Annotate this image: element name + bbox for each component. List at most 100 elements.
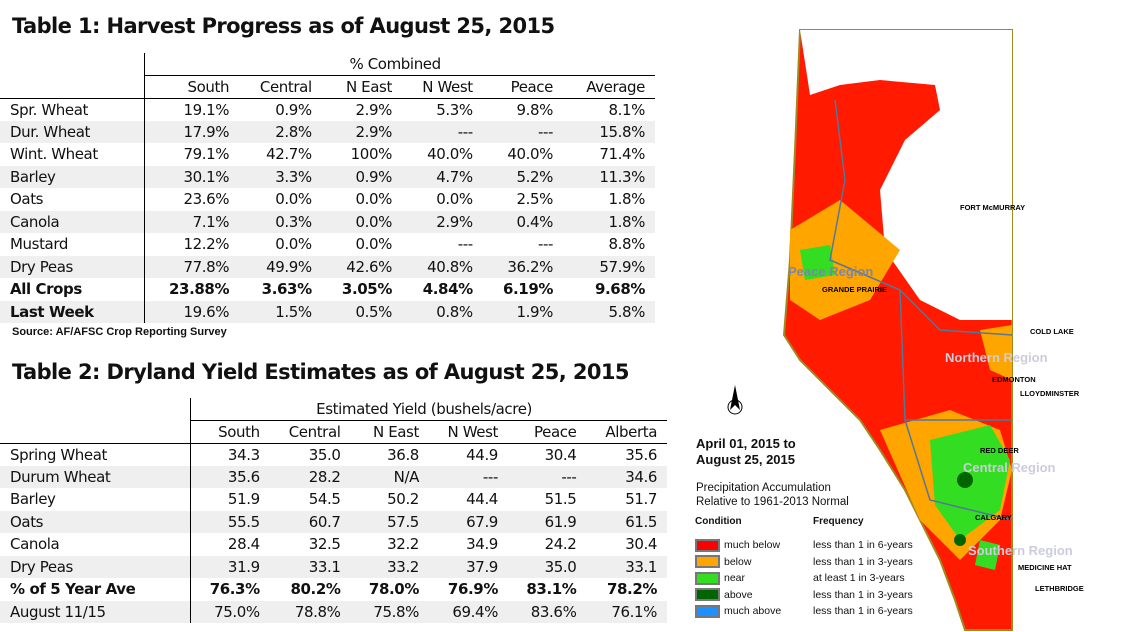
cell: 79.1% bbox=[183, 145, 230, 164]
legend-item: above less than 1 in 3-years bbox=[695, 587, 913, 604]
row-label: Oats bbox=[0, 188, 146, 211]
row-label: Dry Peas bbox=[0, 555, 192, 578]
column-header: South bbox=[144, 75, 240, 99]
cell: --- bbox=[507, 465, 587, 488]
cell: 0.0% bbox=[355, 190, 392, 209]
city-label: EDMONTON bbox=[992, 375, 1036, 384]
column-header: Average bbox=[563, 75, 655, 99]
cell: 50.2 bbox=[387, 490, 419, 509]
table-row: Last Week 19.6% 1.5% 0.5% 0.8% 1.9% 5.8% bbox=[0, 300, 655, 323]
row-label: Canola bbox=[0, 533, 192, 556]
cell: 19.6% bbox=[144, 300, 240, 323]
table-row: Canola 28.4 32.5 32.2 34.9 24.2 30.4 bbox=[0, 533, 667, 556]
cell: 80.2% bbox=[290, 580, 341, 599]
cell: N/A bbox=[350, 465, 429, 488]
cell: 5.3% bbox=[436, 100, 473, 119]
dark-green-spot bbox=[957, 472, 973, 488]
city-label: LETHBRIDGE bbox=[1035, 584, 1084, 593]
cell: --- bbox=[457, 235, 473, 254]
city-label: MEDICINE HAT bbox=[1018, 563, 1072, 572]
precipitation-map: Peace Region Northern Region Central Reg… bbox=[727, 29, 1084, 631]
cell: 40.0% bbox=[427, 145, 473, 164]
cell: 76.9% bbox=[447, 580, 498, 599]
region-label: Central Region bbox=[963, 460, 1056, 475]
group-header: Estimated Yield (bushels/acre) bbox=[190, 398, 667, 421]
cell: 11.3% bbox=[563, 165, 655, 188]
table1-title: Table 1: Harvest Progress as of August 2… bbox=[12, 14, 555, 38]
row-label: Durum Wheat bbox=[0, 465, 192, 488]
table-row: Durum Wheat 35.6 28.2 N/A --- --- 34.6 bbox=[0, 465, 667, 488]
cell: 0.9% bbox=[275, 100, 312, 119]
cell: 31.9 bbox=[190, 555, 270, 578]
cell: 0.5% bbox=[321, 300, 402, 323]
cell: 0.0% bbox=[275, 235, 312, 254]
cell: 69.4% bbox=[428, 600, 508, 623]
cell: 55.5 bbox=[190, 510, 270, 533]
table-row: Spring Wheat 34.3 35.0 36.8 44.9 30.4 35.6 bbox=[0, 443, 667, 466]
cell: 2.8% bbox=[239, 120, 322, 143]
table-row: % of 5 Year Ave 76.3% 80.2% 78.0% 76.9% 83.1%… bbox=[0, 578, 667, 601]
cell: 33.1 bbox=[269, 555, 351, 578]
map-subtitle2: Relative to 1961-2013 Normal bbox=[696, 496, 849, 508]
cell: 1.9% bbox=[482, 300, 563, 323]
cell: 0.0% bbox=[355, 235, 392, 254]
cell: 33.1 bbox=[586, 555, 667, 578]
cell: 9.68% bbox=[594, 280, 645, 299]
legend-swatch bbox=[695, 571, 720, 585]
cell: --- bbox=[482, 120, 563, 143]
cell: 83.6% bbox=[507, 600, 587, 623]
cell: 61.9 bbox=[507, 510, 587, 533]
cell: 0.4% bbox=[482, 210, 563, 233]
column-header: Central bbox=[239, 75, 322, 99]
yield-estimates-table: Estimated Yield (bushels/acre) South Centr… bbox=[0, 398, 667, 623]
cell: 35.0 bbox=[308, 445, 341, 464]
cell: 23.88% bbox=[169, 280, 230, 299]
cell: --- bbox=[537, 235, 553, 254]
table-row: Spr. Wheat 19.1% 0.9% 2.9% 5.3% 9.8% 8.1% bbox=[0, 98, 655, 121]
cell: 42.6% bbox=[321, 255, 402, 278]
row-label: Dry Peas bbox=[0, 255, 146, 278]
cell: 44.9 bbox=[466, 445, 498, 464]
legend-condition: near bbox=[724, 572, 746, 585]
table2-title: Table 2: Dryland Yield Estimates as of A… bbox=[12, 360, 630, 384]
cell: 34.9 bbox=[466, 535, 498, 554]
cell: 4.84% bbox=[422, 280, 473, 299]
table-row: Canola 7.1% 0.3% 0.0% 2.9% 0.4% 1.8% bbox=[0, 210, 655, 233]
cell: 3.63% bbox=[261, 280, 312, 299]
cell: 61.5 bbox=[586, 510, 667, 533]
cell: 5.8% bbox=[563, 300, 655, 323]
cell: 24.2 bbox=[544, 535, 577, 554]
cell: 2.9% bbox=[321, 120, 402, 143]
city-label: COLD LAKE bbox=[1030, 327, 1074, 336]
north-arrow-icon bbox=[727, 385, 743, 415]
map-date-line1: April 01, 2015 to bbox=[696, 436, 796, 451]
cell: 78.0% bbox=[368, 580, 419, 599]
cell: 2.5% bbox=[516, 190, 553, 209]
cell: 28.4 bbox=[227, 535, 260, 554]
city-label: GRANDE PRAIRIE bbox=[822, 285, 887, 294]
condition-header: Condition bbox=[695, 516, 742, 527]
legend-swatch bbox=[695, 604, 720, 618]
row-label: Spring Wheat bbox=[0, 443, 192, 466]
cell: 40.8% bbox=[401, 255, 483, 278]
row-label: Canola bbox=[0, 210, 146, 233]
cell: 23.6% bbox=[183, 190, 230, 209]
green-area bbox=[800, 245, 1010, 570]
group-header: % Combined bbox=[144, 53, 655, 76]
legend-condition: above bbox=[724, 588, 753, 601]
cell: 75.0% bbox=[190, 600, 270, 623]
cell: 35.6 bbox=[190, 465, 270, 488]
row-label: All Crops bbox=[0, 278, 146, 301]
white-north bbox=[800, 30, 1012, 320]
cell: 28.2 bbox=[269, 465, 351, 488]
cell: 7.1% bbox=[144, 210, 240, 233]
cell: 30.4 bbox=[625, 535, 657, 554]
cell: 60.7 bbox=[269, 510, 351, 533]
table-row: All Crops 23.88% 3.63% 3.05% 4.84% 6.19% 9.68% bbox=[0, 278, 655, 301]
cell: 42.7% bbox=[266, 145, 312, 164]
row-label: Oats bbox=[0, 510, 192, 533]
row-label: Barley bbox=[0, 488, 192, 511]
legend-condition: much above bbox=[724, 605, 782, 618]
cell: 33.2 bbox=[350, 555, 429, 578]
column-header: N East bbox=[321, 75, 402, 99]
